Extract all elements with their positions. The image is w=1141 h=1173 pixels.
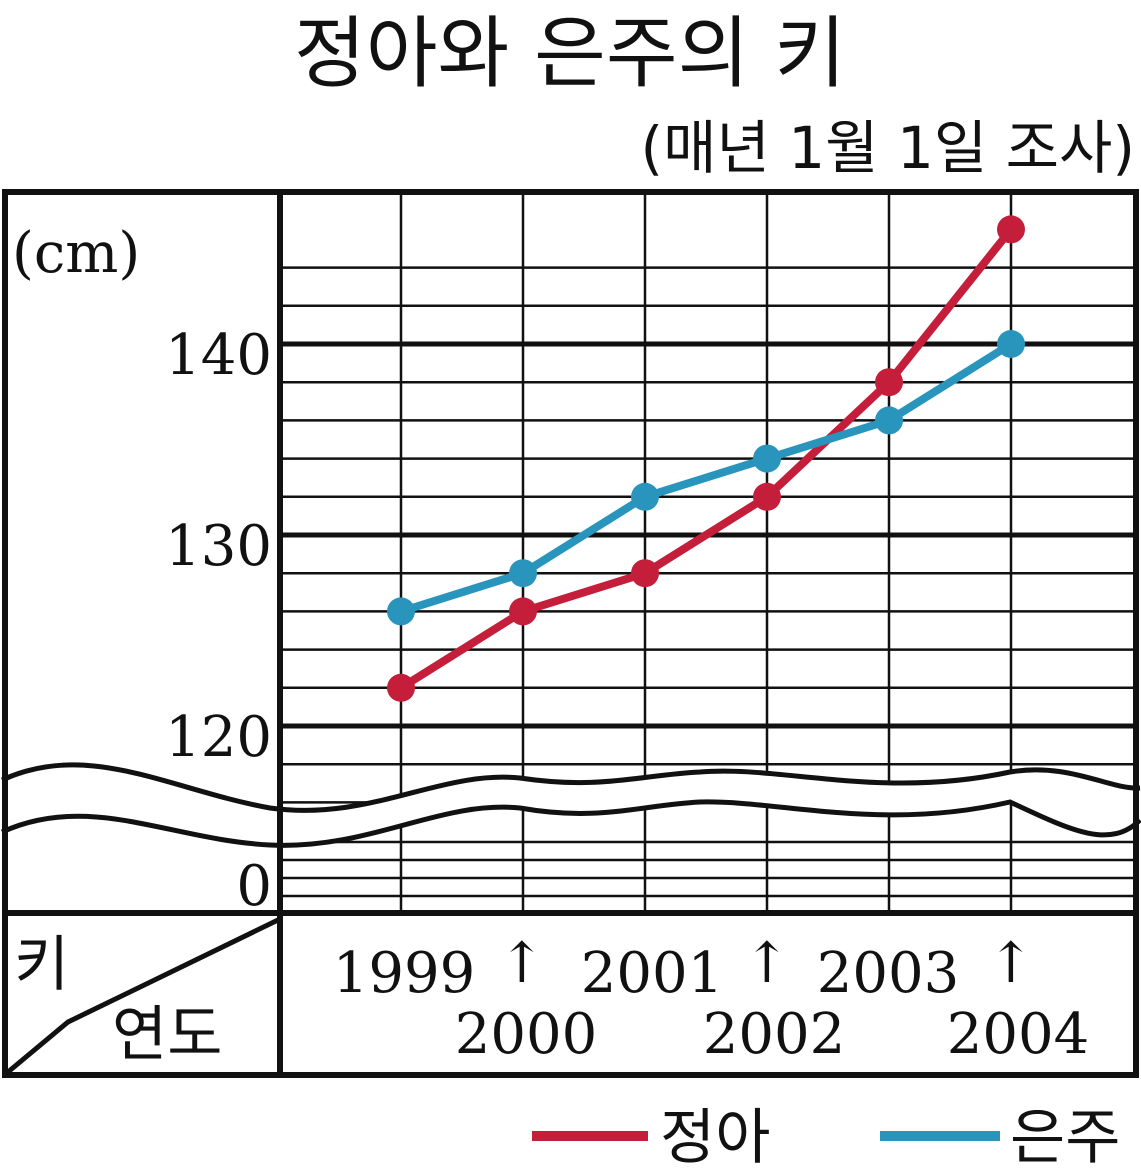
series-1-point-2001 [631,482,659,511]
corner-label-year: 연도 [112,1000,222,1070]
x-axis-labels: 1999 2001 2003 2000 2002 2004 ↑ ↑ ↑ [333,931,1090,1067]
x-label-2004: 2004 [947,1002,1090,1067]
legend: 정아 은주 [532,1103,1120,1173]
chart-title: 정아와 은주의 키 [294,9,846,99]
series-0-point-2001 [631,559,659,588]
x-label-2001: 2001 [581,941,724,1006]
series-0-point-2003 [875,368,903,397]
series-0-point-2004 [997,215,1025,244]
series-1-point-2000 [509,559,537,588]
series-1-point-2004 [997,330,1025,358]
series-line-0 [398,226,1015,692]
x-label-2000: 2000 [455,1002,598,1067]
series-0-point-1999 [387,673,415,702]
x-label-1999: 1999 [333,941,476,1006]
y-tick-0: 0 [236,854,272,919]
corner-header: 키 연도 [6,917,280,1074]
axis-break-wave [0,762,1141,848]
legend-label-jeonga: 정아 [660,1103,770,1173]
corner-label-height: 키 [14,930,69,1000]
y-tick-120: 120 [165,705,272,770]
x-label-2003: 2003 [817,941,960,1006]
arrow-2000: ↑ [499,931,546,996]
legend-label-eunju: 은주 [1010,1103,1120,1173]
series-layer [387,215,1025,702]
series-1-point-2002 [753,444,781,473]
series-0-point-2000 [509,597,537,626]
chart-frame [2,189,1139,1078]
y-tick-140: 140 [165,323,272,388]
unit-label: (cm) [12,221,140,286]
series-line-1 [399,340,1014,616]
arrow-2002: ↑ [744,931,791,996]
arrow-2004: ↑ [988,931,1035,996]
y-tick-130: 130 [165,514,272,579]
chart-subtitle: (매년 1월 1일 조사) [640,114,1135,182]
series-1-point-2003 [875,406,903,435]
series-1-point-1999 [387,597,415,626]
x-label-2002: 2002 [703,1002,846,1067]
series-0-point-2002 [753,482,781,511]
